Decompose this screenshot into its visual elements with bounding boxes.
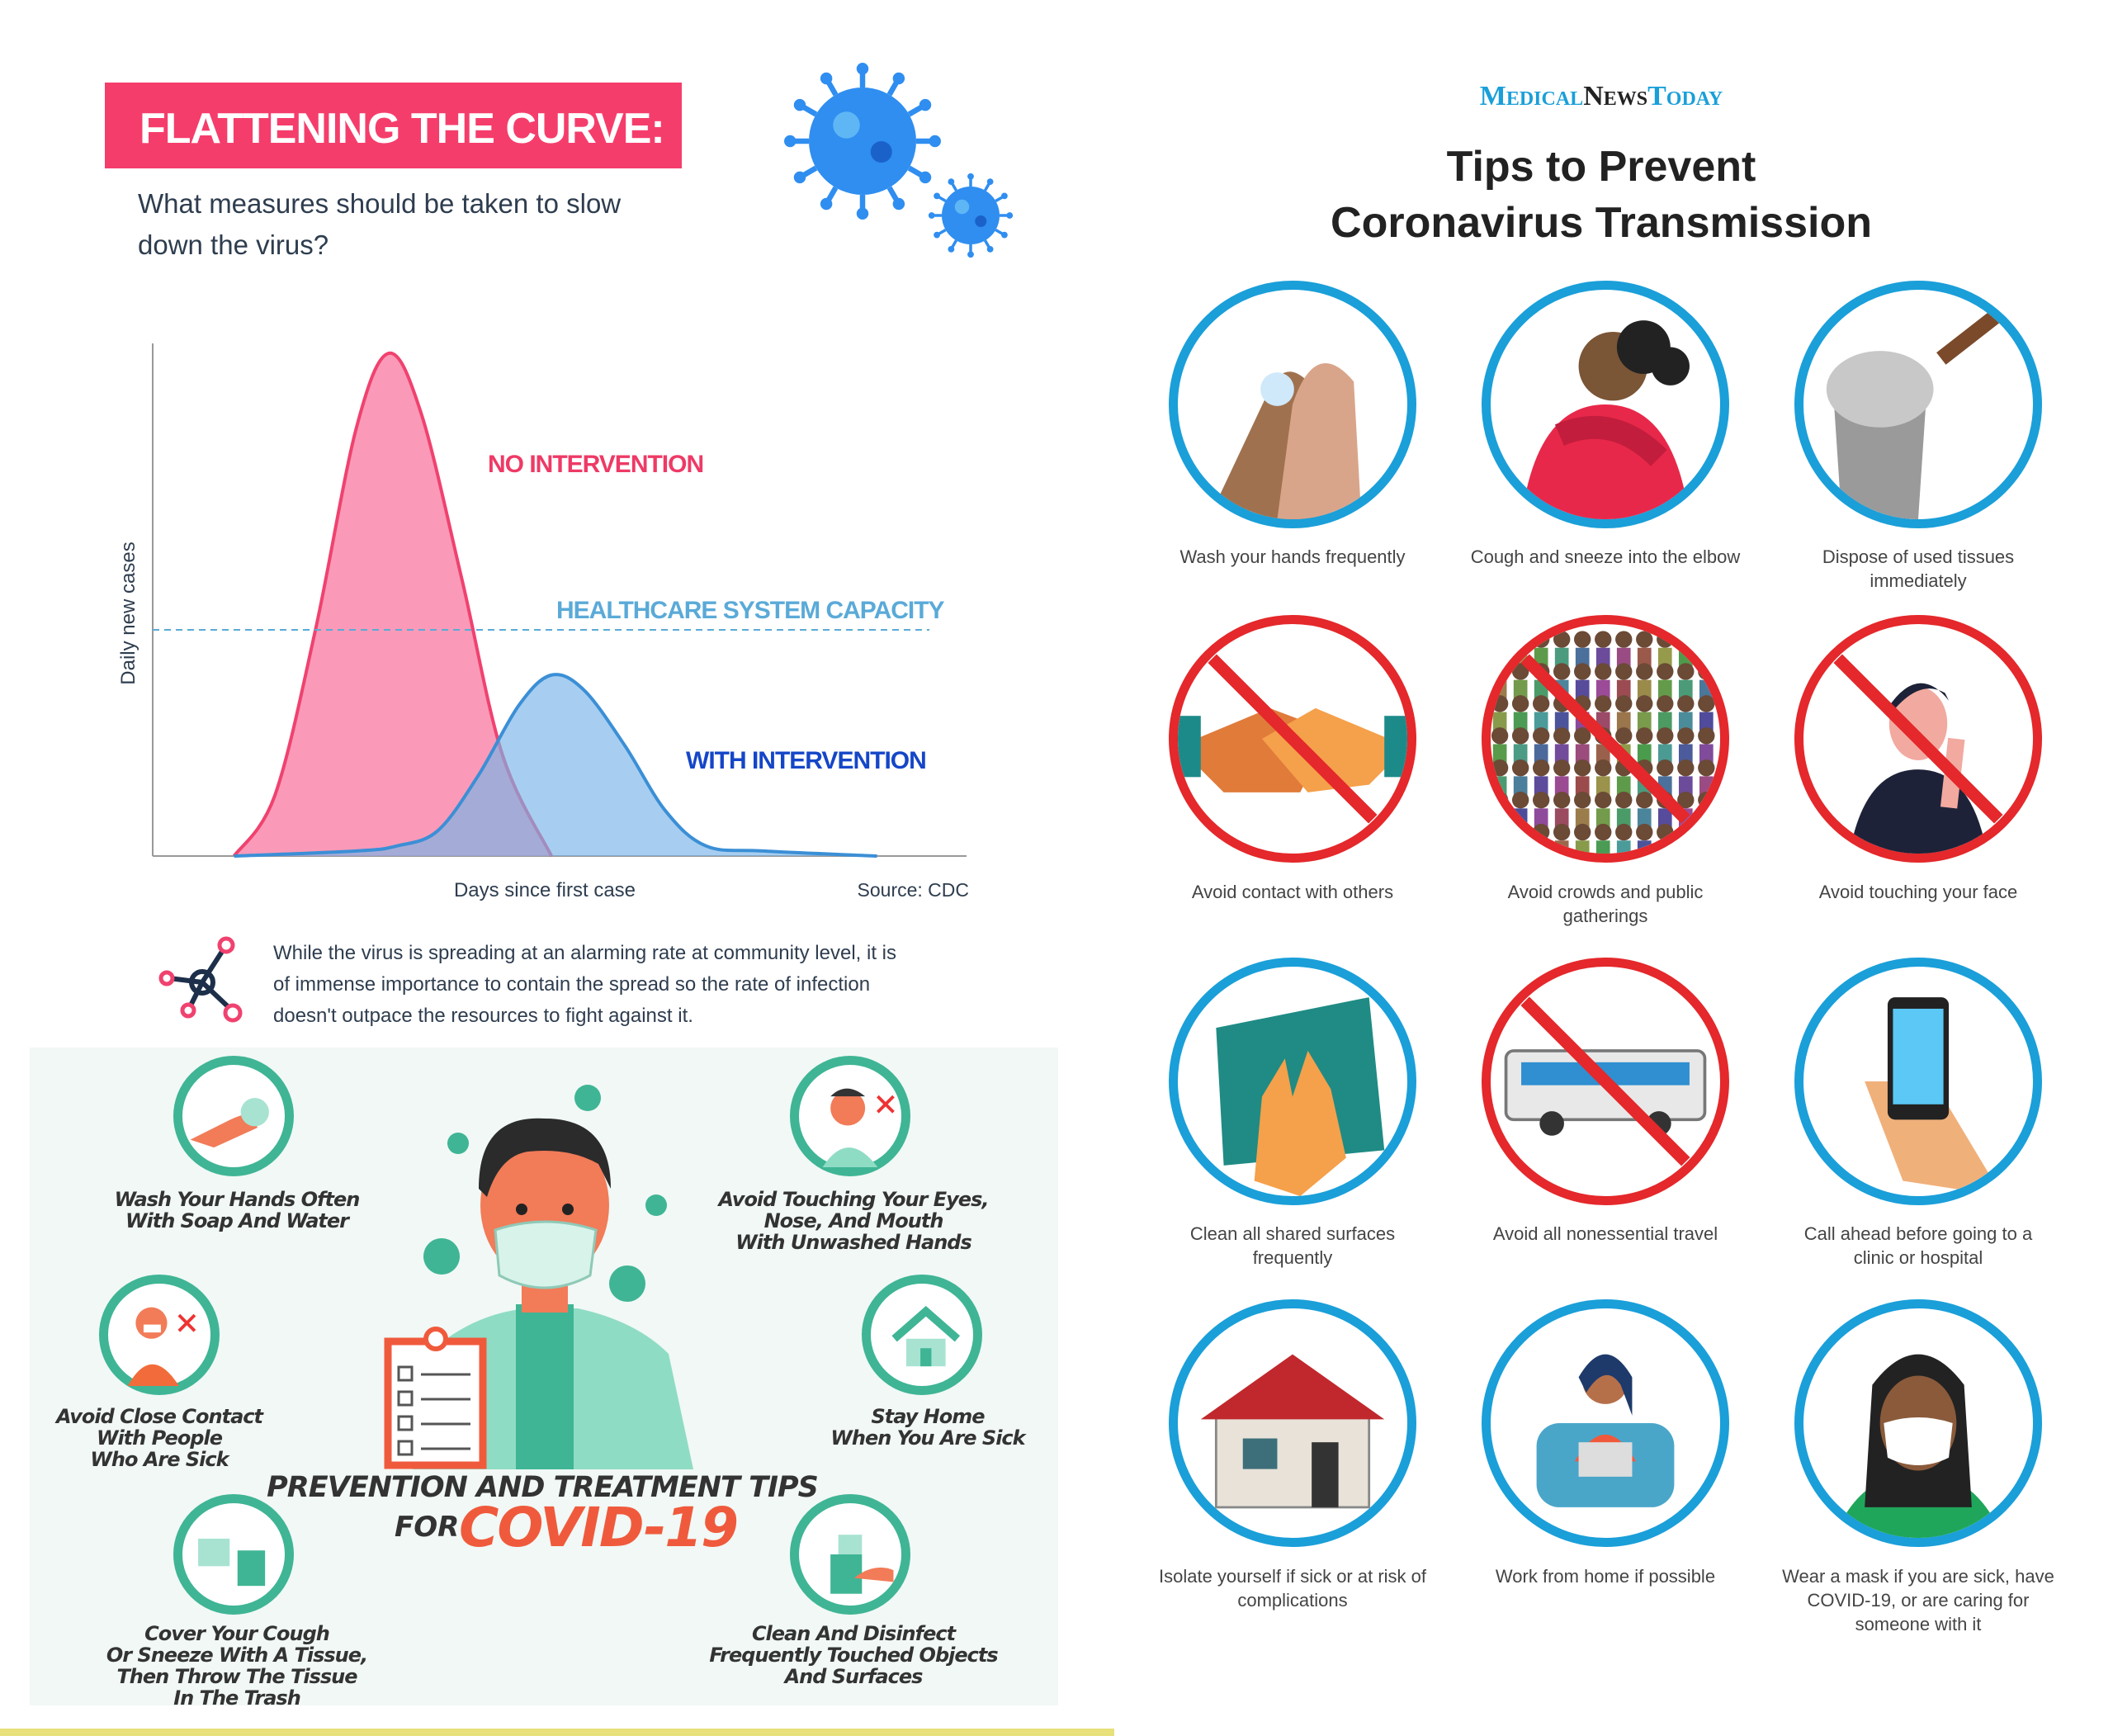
bottom-divider	[0, 1729, 1114, 1736]
banner-title: FLATTENING THE CURVE:	[105, 83, 682, 168]
tip-label: Wash your hands frequently	[1179, 546, 1406, 567]
prohibited-slash	[1520, 654, 1690, 824]
right-title-line1: Tips to Prevent	[1446, 143, 1756, 191]
logo-today: Today	[1647, 81, 1723, 111]
y-axis-label: Daily new cases	[117, 542, 139, 684]
tip-circle	[1169, 281, 1416, 528]
tip-circle	[1482, 615, 1729, 863]
explanation-paragraph: While the virus is spreading at an alarm…	[273, 942, 896, 1027]
elbow-sneeze-icon	[1521, 320, 1690, 519]
x-axis-label: Days since first case	[454, 879, 636, 901]
prohibited-slash	[1520, 996, 1690, 1166]
house-icon	[1200, 1354, 1385, 1509]
logo-medical: Medical	[1479, 81, 1584, 111]
tip-circle	[1169, 1299, 1416, 1547]
cleaning-cloth-icon	[1216, 997, 1385, 1196]
crowd-icon	[1491, 631, 1715, 854]
prevention-tip-label: Clean And Disinfect Frequently Touched O…	[709, 1622, 998, 1688]
sick-person-icon	[127, 1307, 196, 1386]
tip-label: Wear a mask if you are sick, have COVID-…	[1782, 1566, 2054, 1634]
molecule-icon	[158, 936, 243, 1023]
prevention-covid: COVID-19	[459, 1496, 739, 1559]
tip-label: Avoid crowds and public gatherings	[1507, 882, 1704, 926]
right-title: Tips to Prevent Coronavirus Transmission	[1331, 139, 1872, 251]
subtitle: What measures should be taken to slow do…	[138, 188, 622, 260]
hand-washing-icon	[1208, 362, 1362, 519]
tip-label: Avoid contact with others	[1191, 882, 1394, 902]
bus-icon	[1504, 996, 1707, 1166]
tip-circle	[1169, 958, 1416, 1205]
flatten-curve-chart: NO INTERVENTION HEALTHCARE SYSTEM CAPACI…	[117, 343, 969, 901]
handshake-icon	[1178, 654, 1407, 824]
right-title-line2: Coronavirus Transmission	[1331, 199, 1872, 247]
prevention-tip-label: Wash Your Hands Often With Soap And Wate…	[114, 1188, 361, 1232]
hand-soap-icon	[190, 1098, 269, 1148]
tip-circle	[1794, 958, 2042, 1205]
prevention-tip-label: Cover Your Cough Or Sneeze With A Tissue…	[106, 1622, 368, 1710]
tip-label: Avoid all nonessential travel	[1492, 1223, 1718, 1244]
phone-icon	[1865, 997, 2002, 1196]
tip-label: Cough and sneeze into the elbow	[1470, 546, 1741, 567]
prohibited-slash	[1208, 654, 1378, 824]
tip-label: Dispose of used tissues immediately	[1822, 546, 2015, 591]
tip-circle	[1794, 281, 2042, 528]
prevention-tip-circle	[790, 1056, 910, 1176]
tip-label: Clean all shared surfaces frequently	[1189, 1223, 1396, 1268]
house-icon	[891, 1306, 961, 1367]
series-line-1	[234, 673, 877, 858]
face-touch-icon	[822, 1088, 895, 1167]
tip-circle	[1482, 958, 1729, 1205]
tip-label: Work from home if possible	[1495, 1566, 1716, 1587]
prohibited-slash	[1833, 654, 2003, 824]
series-area-1	[234, 674, 877, 856]
tip-circle	[1794, 615, 2042, 863]
tip-label: Avoid touching your face	[1818, 882, 2018, 902]
logo-news: News	[1583, 81, 1648, 111]
virus-icon	[784, 63, 1014, 258]
tissue-trash-icon	[198, 1538, 266, 1587]
prevention-tip-label: Avoid Touching Your Eyes, Nose, And Mout…	[718, 1188, 990, 1254]
series-line-0	[232, 351, 553, 858]
tip-circle	[1169, 615, 1416, 863]
prevention-tip-circle	[790, 1494, 910, 1615]
tip-label: Isolate yourself if sick or at risk of c…	[1159, 1566, 1426, 1611]
source-label: Source: CDC	[858, 879, 969, 901]
series-area-0	[234, 352, 552, 856]
capacity-label: HEALTHCARE SYSTEM CAPACITY	[556, 597, 945, 624]
tip-circle	[1482, 281, 1729, 528]
prevention-title: PREVENTION AND TREATMENT TIPS	[267, 1471, 819, 1504]
laptop-person-icon	[1536, 1354, 1675, 1507]
prevention-tip-circle	[862, 1275, 982, 1395]
tip-circle	[1794, 1299, 2042, 1547]
series-label-no-intervention: NO INTERVENTION	[488, 451, 703, 478]
spray-bottle-icon	[830, 1535, 894, 1594]
face-mask-icon	[1834, 1354, 2002, 1538]
prevention-tip-label: Stay Home When You Are Sick	[830, 1405, 1025, 1450]
prevention-tip-circle	[173, 1494, 294, 1615]
prevention-tip-circle	[173, 1056, 294, 1176]
tip-circle	[1482, 1299, 1729, 1547]
prevention-tip-label: Avoid Close Contact With People Who Are …	[56, 1405, 263, 1471]
doctor-illustration	[384, 1085, 693, 1469]
prevention-for: FOR	[395, 1511, 460, 1544]
tip-label: Call ahead before going to a clinic or h…	[1803, 1223, 2033, 1268]
prevention-tip-circle	[99, 1275, 220, 1395]
series-label-with-intervention: WITH INTERVENTION	[686, 747, 926, 774]
medical-news-today-logo: MedicalNewsToday	[1480, 81, 1723, 112]
trash-can-icon	[1826, 299, 2015, 519]
face-touch-icon	[1833, 654, 2003, 854]
